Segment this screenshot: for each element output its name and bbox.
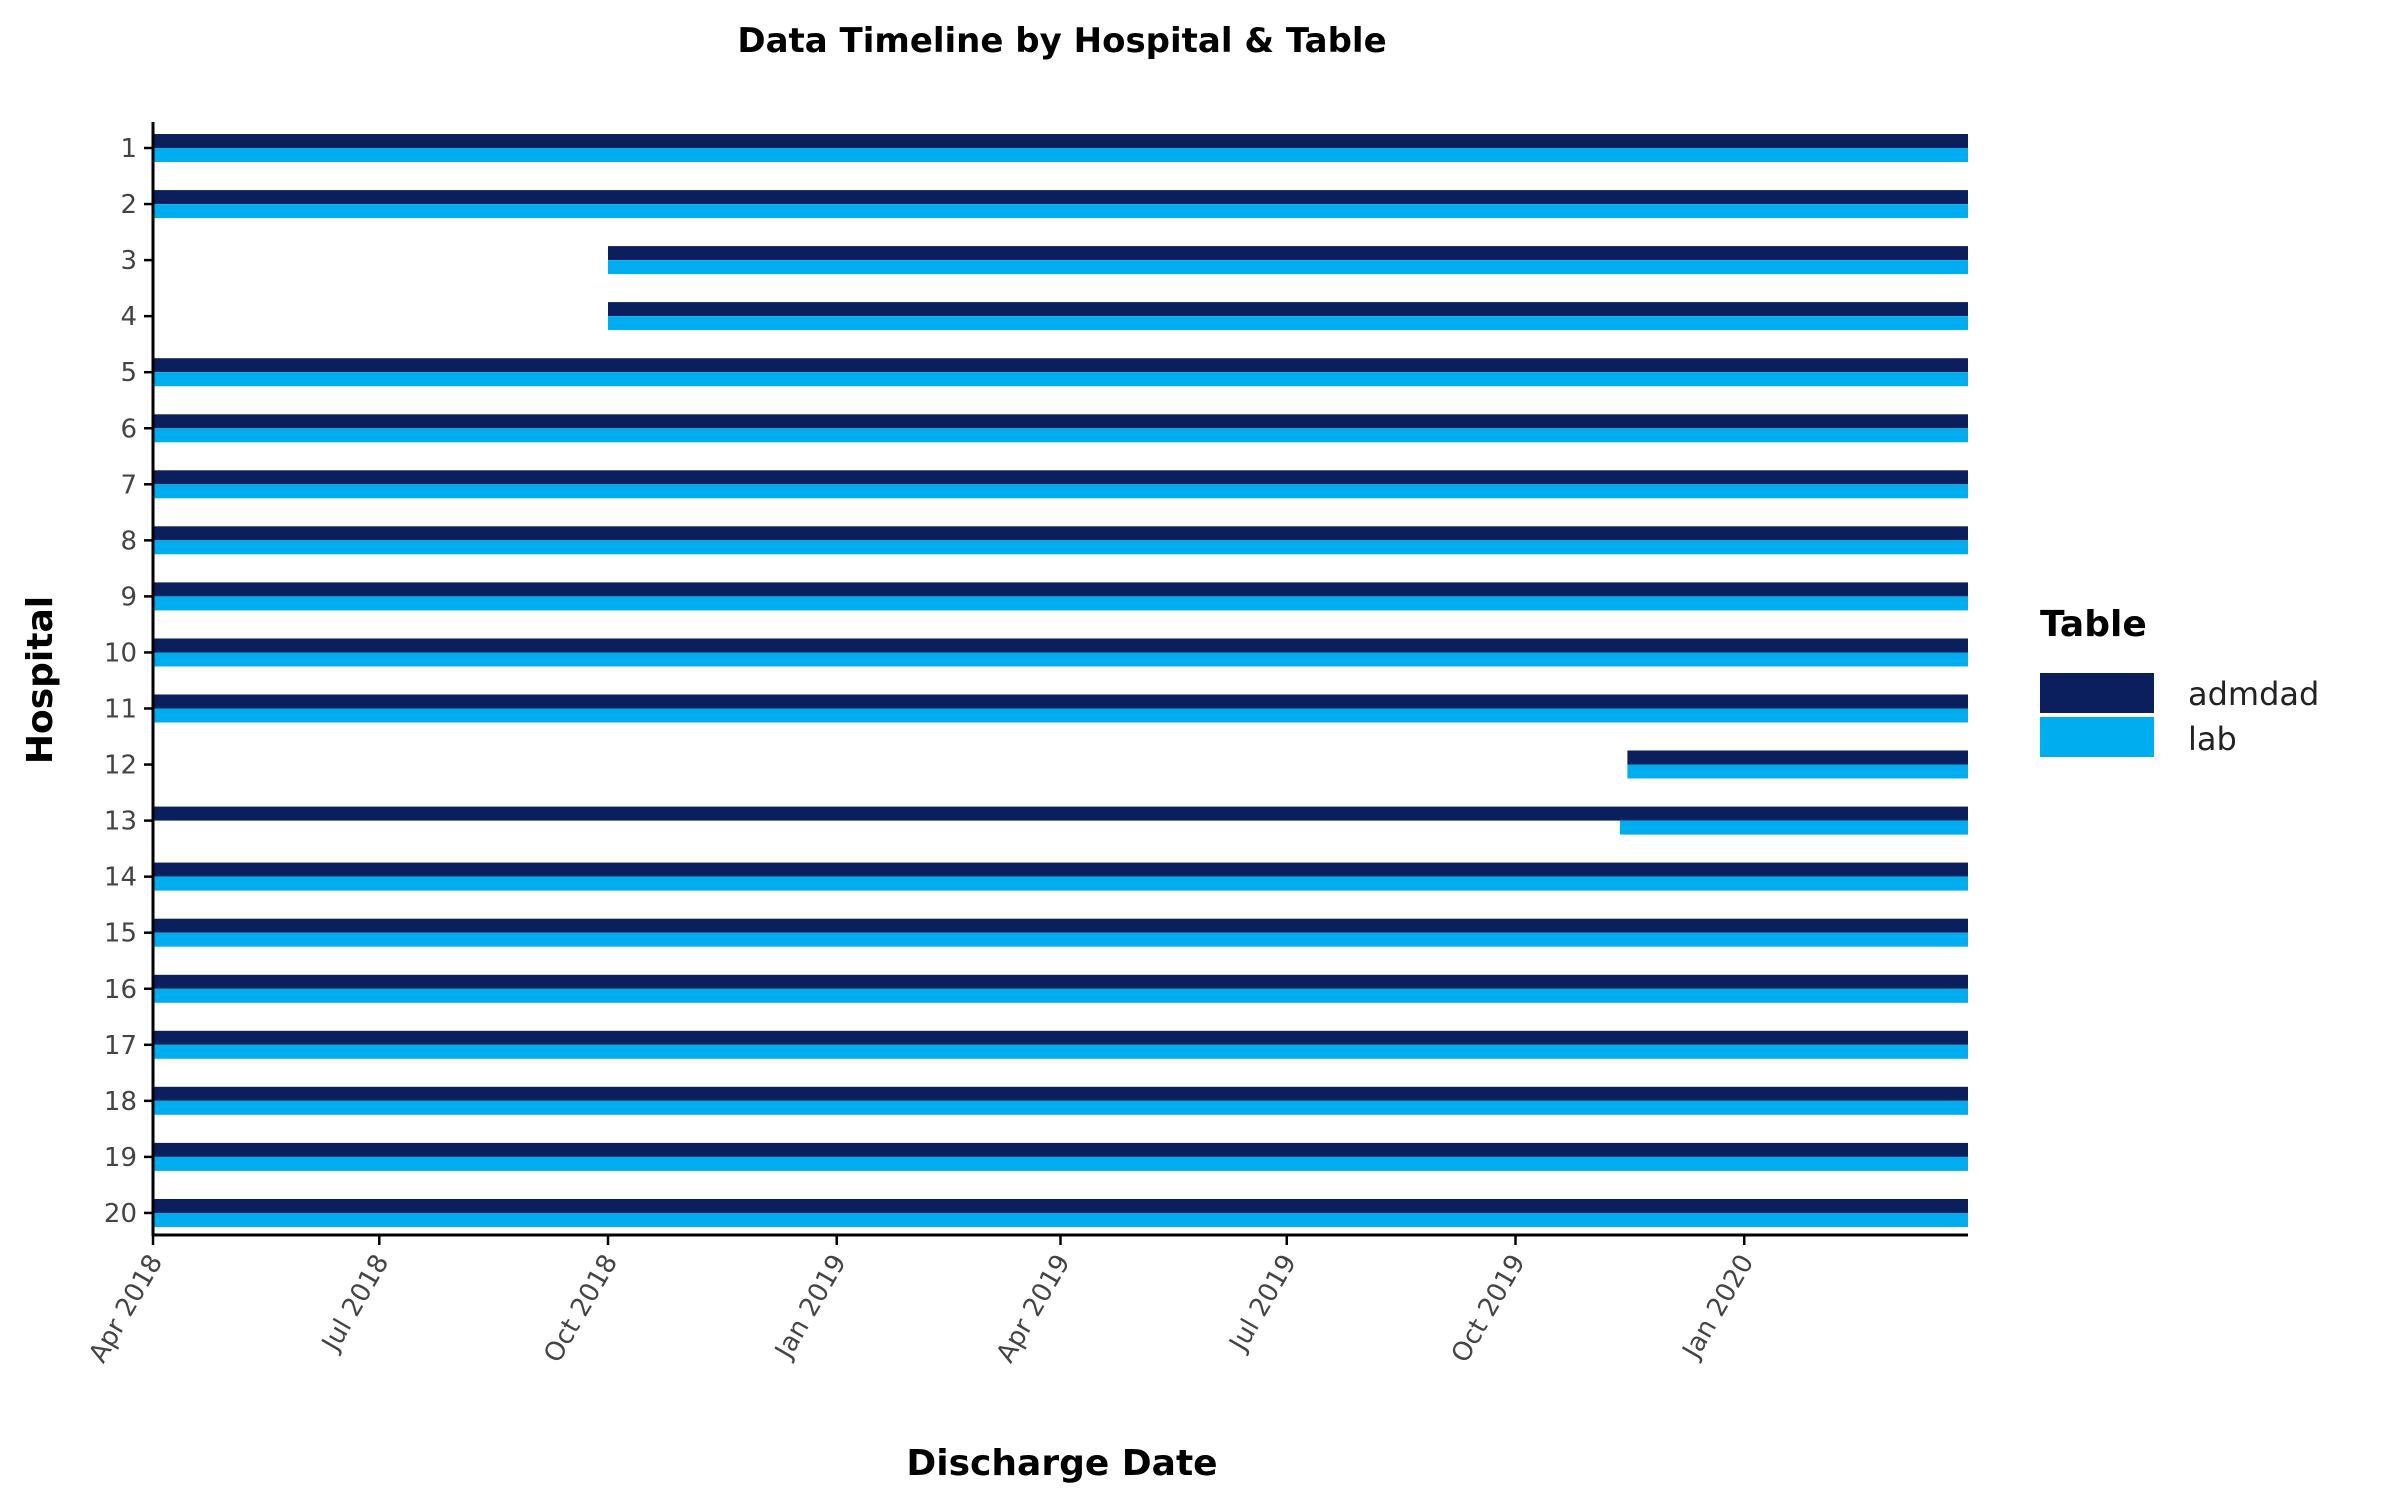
- y-tick-label-3: 3: [120, 246, 137, 276]
- bar-admdad-hospital-15: [153, 918, 1968, 933]
- bar-admdad-hospital-3: [608, 246, 1968, 261]
- bar-admdad-hospital-20: [153, 1199, 1968, 1213]
- y-tick-label-7: 7: [120, 470, 137, 500]
- bar-lab-hospital-11: [153, 708, 1968, 723]
- bar-admdad-hospital-2: [153, 190, 1968, 205]
- bar-lab-hospital-4: [608, 316, 1968, 331]
- bar-lab-hospital-13: [1619, 820, 1968, 835]
- legend-swatch-admdad: [2040, 673, 2154, 713]
- x-tick-label: Jan 2019: [769, 1250, 853, 1366]
- y-tick-label-10: 10: [104, 638, 137, 668]
- bar-lab-hospital-6: [153, 428, 1968, 443]
- bar-admdad-hospital-12: [1627, 750, 1968, 765]
- y-tick-label-13: 13: [104, 807, 137, 837]
- bar-admdad-hospital-14: [153, 862, 1968, 877]
- bar-lab-hospital-9: [153, 596, 1968, 611]
- bar-lab-hospital-20: [153, 1213, 1968, 1227]
- bar-admdad-hospital-7: [153, 470, 1968, 485]
- bar-lab-hospital-12: [1627, 764, 1968, 779]
- bar-admdad-hospital-10: [153, 638, 1968, 653]
- legend-label-admdad: admdad: [2188, 675, 2319, 713]
- bar-lab-hospital-5: [153, 372, 1968, 387]
- x-tick-label: Oct 2018: [538, 1250, 624, 1368]
- bar-lab-hospital-15: [153, 932, 1968, 947]
- y-tick-label-8: 8: [120, 526, 137, 556]
- y-tick-label-6: 6: [120, 414, 137, 444]
- y-tick-label-16: 16: [104, 975, 137, 1005]
- y-tick-label-15: 15: [104, 919, 137, 949]
- bar-lab-hospital-8: [153, 540, 1968, 555]
- bars-group: [153, 134, 1968, 1227]
- x-tick-label: Jul 2018: [315, 1250, 395, 1358]
- bar-admdad-hospital-17: [153, 1030, 1968, 1045]
- legend-label-lab: lab: [2188, 720, 2237, 758]
- bar-admdad-hospital-19: [153, 1142, 1968, 1157]
- bar-lab-hospital-16: [153, 988, 1968, 1003]
- y-tick-label-17: 17: [104, 1031, 137, 1061]
- bar-lab-hospital-3: [608, 260, 1968, 275]
- legend-swatch-lab: [2040, 717, 2154, 757]
- legend: Table admdad lab: [2040, 604, 2319, 758]
- y-tick-label-11: 11: [104, 695, 137, 725]
- bar-lab-hospital-2: [153, 204, 1968, 219]
- bar-admdad-hospital-11: [153, 694, 1968, 709]
- bar-admdad-hospital-13: [153, 806, 1968, 821]
- y-tick-label-20: 20: [104, 1199, 137, 1229]
- bar-lab-hospital-17: [153, 1044, 1968, 1059]
- bar-lab-hospital-1: [153, 148, 1968, 162]
- y-axis-label: Hospital: [20, 596, 61, 764]
- bar-admdad-hospital-18: [153, 1086, 1968, 1101]
- y-tick-label-9: 9: [120, 582, 137, 612]
- y-tick-label-14: 14: [104, 863, 137, 893]
- bar-lab-hospital-18: [153, 1100, 1968, 1115]
- y-tick-label-4: 4: [120, 302, 137, 332]
- bar-admdad-hospital-8: [153, 526, 1968, 541]
- y-tick-label-2: 2: [120, 190, 137, 220]
- bar-lab-hospital-19: [153, 1156, 1968, 1171]
- x-tick-label: Apr 2018: [83, 1250, 169, 1368]
- y-tick-label-18: 18: [104, 1087, 137, 1117]
- y-tick-label-12: 12: [104, 751, 137, 781]
- y-tick-label-5: 5: [120, 358, 137, 388]
- legend-title: Table: [2040, 604, 2147, 645]
- bar-admdad-hospital-9: [153, 582, 1968, 597]
- bar-admdad-hospital-6: [153, 414, 1968, 429]
- bar-lab-hospital-14: [153, 876, 1968, 891]
- x-axis-label: Discharge Date: [906, 1443, 1217, 1484]
- bar-lab-hospital-10: [153, 652, 1968, 667]
- bar-admdad-hospital-16: [153, 974, 1968, 989]
- bar-admdad-hospital-5: [153, 358, 1968, 373]
- x-tick-label: Oct 2019: [1446, 1250, 1532, 1368]
- bar-admdad-hospital-4: [608, 302, 1968, 317]
- y-tick-label-1: 1: [120, 134, 137, 164]
- x-tick-label: Jul 2019: [1223, 1250, 1303, 1358]
- x-tick-label: Jan 2020: [1676, 1250, 1760, 1366]
- x-tick-label: Apr 2019: [991, 1250, 1077, 1368]
- x-axis-ticks: Apr 2018 Jul 2018 Oct 2018 Jan 2019 Apr 2019…: [83, 1235, 1760, 1368]
- bar-admdad-hospital-1: [153, 134, 1968, 148]
- bar-lab-hospital-7: [153, 484, 1968, 499]
- chart-title: Data Timeline by Hospital & Table: [737, 21, 1386, 61]
- y-tick-label-19: 19: [104, 1143, 137, 1173]
